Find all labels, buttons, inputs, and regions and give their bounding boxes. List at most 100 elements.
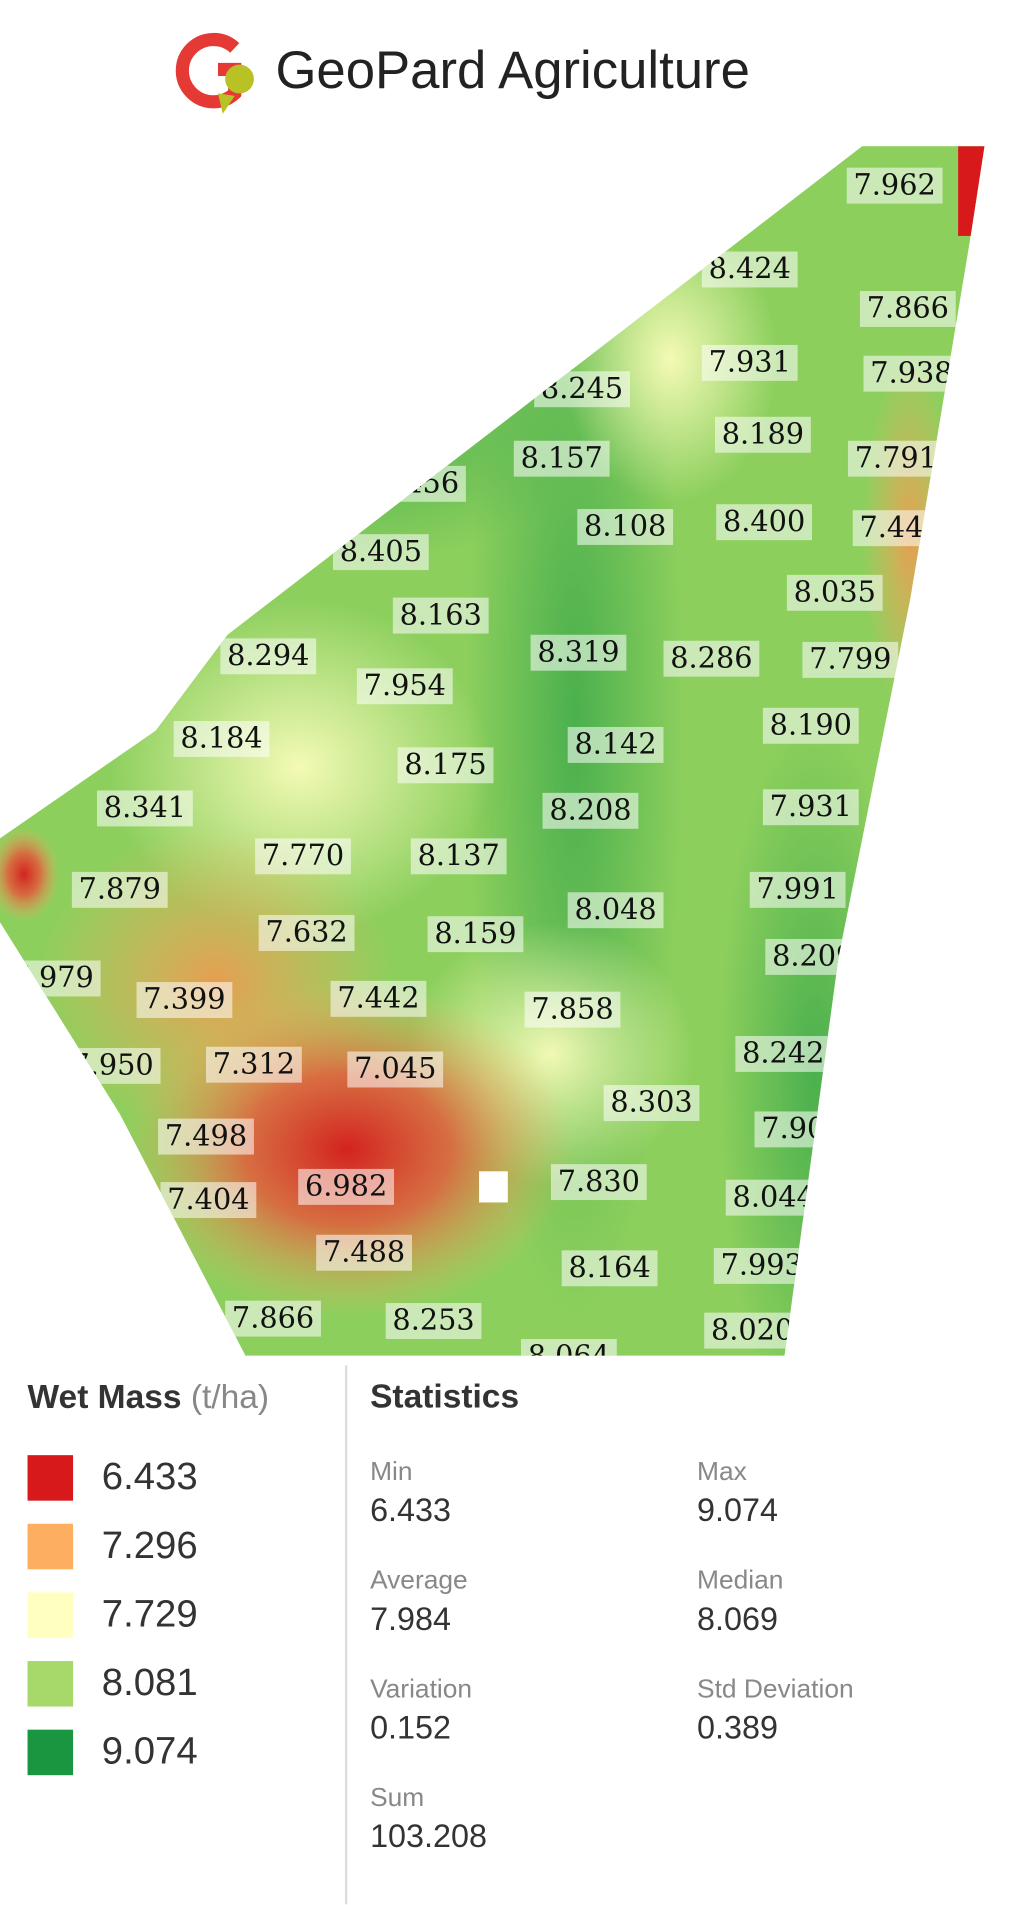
map-label: 7.404 xyxy=(167,1182,249,1216)
label-bg xyxy=(762,789,859,826)
map-label: 8.319 xyxy=(537,634,619,668)
map-label: 8.064 xyxy=(528,1339,610,1373)
label-bg xyxy=(561,1250,658,1287)
legend-label: 9.074 xyxy=(102,1730,198,1773)
map-label: 7.962 xyxy=(854,167,936,201)
map-label: 7.830 xyxy=(558,1164,640,1198)
map-label: 7.799 xyxy=(809,642,891,676)
map-label: 8.245 xyxy=(541,371,623,405)
legend-title: Wet Mass (t/ha) xyxy=(28,1379,270,1416)
map-label: 6.982 xyxy=(305,1169,387,1203)
map-label: 8.035 xyxy=(794,575,876,609)
map-label: 7.866 xyxy=(232,1300,314,1334)
label-bg xyxy=(330,980,427,1017)
legend-swatch xyxy=(27,1523,74,1570)
stat-name: Max xyxy=(697,1456,747,1486)
map-label: 7.993 xyxy=(721,1248,803,1282)
map-label: 8.189 xyxy=(722,416,804,450)
label-bg xyxy=(392,597,489,634)
map-label: 8.208 xyxy=(549,793,631,827)
map-label: 8.253 xyxy=(392,1303,474,1337)
map-label: 8.303 xyxy=(610,1085,692,1119)
map-label: 8.209 xyxy=(772,939,854,973)
legend-label: 6.433 xyxy=(102,1455,198,1498)
map-label: 8.341 xyxy=(104,790,186,824)
legend-swatch xyxy=(27,1661,74,1707)
legend-swatch xyxy=(27,1455,74,1501)
label-bg xyxy=(530,634,627,671)
label-bg xyxy=(701,251,798,288)
map-label: 7.770 xyxy=(262,838,344,872)
label-bg xyxy=(205,1046,302,1083)
label-bg xyxy=(316,1234,412,1271)
map-label: 8.020 xyxy=(711,1312,793,1346)
stat-name: Std Deviation xyxy=(697,1673,854,1703)
map-label: 7.632 xyxy=(265,915,347,949)
label-bg xyxy=(385,1303,482,1339)
map-label: 7.442 xyxy=(337,981,419,1015)
label-bg xyxy=(220,638,317,675)
label-bg xyxy=(716,504,813,541)
stat-name: Variation xyxy=(370,1673,472,1703)
label-bg xyxy=(846,167,943,204)
label-bg xyxy=(863,355,960,392)
label-bg xyxy=(298,1168,395,1205)
label-bg xyxy=(158,1118,254,1155)
yield-map: 7.962 8.424 7.866 7.931 7.938 8.245 8.189 8.157… xyxy=(0,146,985,1373)
label-bg xyxy=(847,440,944,477)
map-label: 7.399 xyxy=(143,982,225,1016)
map-label: 8.294 xyxy=(227,638,309,672)
map-label: 8.044 xyxy=(733,1179,815,1213)
legend-swatch xyxy=(27,1729,74,1776)
map-label: 8.184 xyxy=(180,721,262,755)
map-label: 8.048 xyxy=(574,892,656,926)
map-label: 8.163 xyxy=(400,597,482,631)
map-label: 7.931 xyxy=(770,789,852,823)
label-bg xyxy=(550,1164,647,1201)
map-label: 7.488 xyxy=(323,1234,405,1268)
label-bg xyxy=(173,720,270,757)
label-bg xyxy=(663,640,760,677)
stat-value: 8.069 xyxy=(697,1601,778,1637)
label-bg xyxy=(71,871,168,908)
label-bg xyxy=(786,574,883,611)
label-bg xyxy=(542,792,639,829)
label-bg xyxy=(356,668,453,705)
legend-swatch xyxy=(27,1592,74,1638)
label-bg xyxy=(802,641,899,678)
label-bg xyxy=(524,991,621,1028)
statistics: Statistics Min 6.433 Max 9.074 Average 7.984 M… xyxy=(370,1379,854,1854)
map-label: 8.137 xyxy=(418,838,500,872)
map-label: 8.175 xyxy=(404,747,486,781)
map-label: 7.858 xyxy=(531,991,613,1025)
map-label: 7.979 xyxy=(12,960,94,994)
map-label: 7.791 xyxy=(855,440,937,474)
label-bg xyxy=(713,1247,810,1284)
map-label: 8.108 xyxy=(584,509,666,543)
label-bg xyxy=(97,790,193,827)
map-label: 8.242 xyxy=(742,1036,824,1070)
stat-name: Average xyxy=(370,1565,468,1595)
stat-value: 9.074 xyxy=(697,1492,778,1528)
label-bg xyxy=(397,747,494,784)
stat-value: 7.984 xyxy=(370,1601,451,1637)
label-bg xyxy=(160,1182,257,1219)
stat-value: 6.433 xyxy=(370,1492,451,1528)
legend-label: 8.081 xyxy=(102,1661,198,1704)
label-bg xyxy=(347,1051,444,1088)
label-bg xyxy=(258,915,355,951)
label-bg xyxy=(704,1312,801,1349)
map-label: 7.045 xyxy=(354,1051,436,1085)
legend: Wet Mass (t/ha) 6.433 7.296 7.729 8.081 9.07… xyxy=(27,1379,270,1776)
map-label: 7.954 xyxy=(364,668,446,702)
label-bg xyxy=(577,509,674,545)
label-bg xyxy=(136,982,233,1019)
map-label: 8.456 xyxy=(377,466,459,500)
map-label: 8.424 xyxy=(709,251,791,285)
label-bg xyxy=(762,707,859,744)
label-bg xyxy=(513,440,610,477)
label-bg xyxy=(225,1300,321,1337)
map-label: 7.866 xyxy=(867,291,949,325)
